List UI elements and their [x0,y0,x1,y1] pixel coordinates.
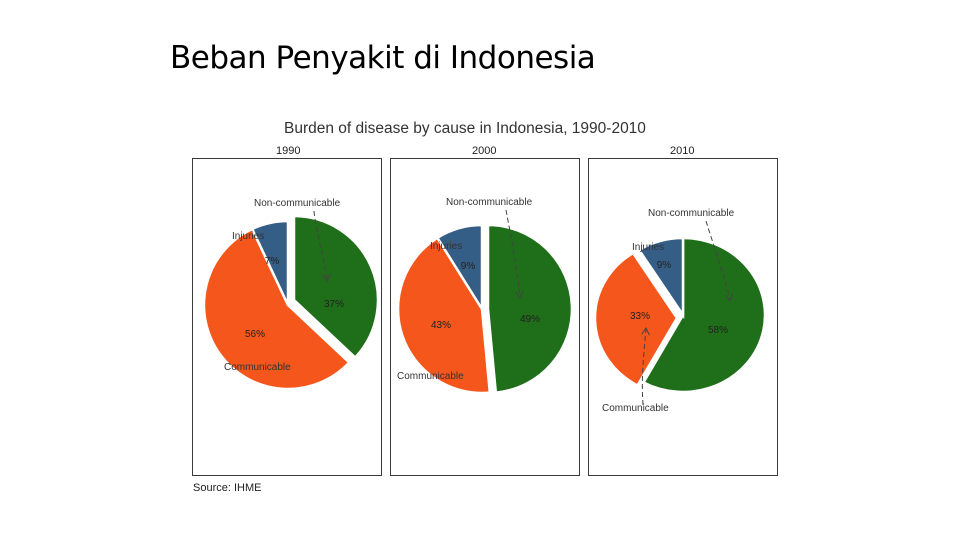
category-label-2010-communicable: Communicable [602,403,669,414]
callout-arrow-1990-non-communicable [313,210,327,280]
category-label-1990-injuries: Injuries [232,231,264,242]
slice-value-label-1990-communicable: 56% [245,329,265,340]
category-label-2010-non-communicable: Non-communicable [648,208,735,219]
pie-slice-2000-communicable [396,236,492,395]
panel-year-1990: 1990 [276,145,301,157]
pie-charts-svg: 37% Non-communicable 56% Communicable 7% Inju… [202,197,767,414]
category-label-2000-communicable: Communicable [397,371,464,382]
chart-figure: Burden of disease by cause in Indonesia,… [184,112,790,508]
panel-year-2010: 2010 [670,145,695,157]
slice-value-label-2000-non-communicable: 49% [520,314,540,325]
slice-value-label-1990-non-communicable: 37% [324,299,344,310]
slice-value-label-2010-communicable: 33% [630,311,650,322]
category-label-1990-non-communicable: Non-communicable [254,198,341,209]
source-note: Source: IHME [193,482,262,494]
category-label-2000-non-communicable: Non-communicable [446,197,533,208]
slice-value-label-2000-injuries: 9% [461,261,476,272]
category-label-2010-injuries: Injuries [632,242,664,253]
pie-slice-1990-non-communicable [292,214,380,360]
category-label-1990-communicable: Communicable [224,362,291,373]
chart-title: Burden of disease by cause in Indonesia,… [284,120,646,137]
pie-slice-1990-injuries [250,219,290,306]
slice-value-label-1990-injuries: 7% [265,256,280,267]
panel-year-2000: 2000 [472,145,497,157]
category-label-2000-injuries: Injuries [430,241,462,252]
pie-slice-2000-injuries [435,223,484,314]
callout-arrow-2000-non-communicable [505,209,520,297]
pie-slice-2010-communicable [593,251,679,388]
pie-slice-1990-communicable [202,227,351,391]
pie-slice-2000-non-communicable [486,223,574,394]
pie-slice-2010-non-communicable [641,236,767,394]
callout-arrow-2010-non-communicable [705,220,730,300]
pie-slice-2010-injuries [637,236,685,320]
slice-value-label-2010-injuries: 9% [657,260,672,271]
slice-value-label-2000-communicable: 43% [431,320,451,331]
slide-title: Beban Penyakit di Indonesia [170,40,596,76]
slice-value-label-2010-non-communicable: 58% [708,325,728,336]
